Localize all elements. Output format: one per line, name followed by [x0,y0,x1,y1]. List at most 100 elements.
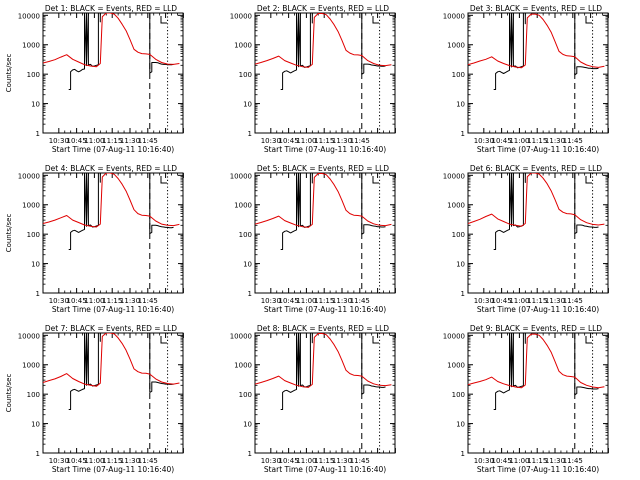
x-tick-label: 10:45 [67,137,87,145]
x-tick-label: 11:00 [509,297,529,305]
corner-marker [160,336,167,344]
series-line-events [68,333,174,410]
x-tick-label: 10:30 [261,457,281,465]
y-tick-label: 10000 [443,332,465,340]
y-tick-label: 1 [461,130,465,138]
y-axis-label: Counts/sec [5,54,13,93]
x-tick-label: 11:30 [120,457,140,465]
corner-marker [372,336,379,344]
x-tick-label: 11:45 [350,137,370,145]
plot-area [43,333,180,453]
panel-7: 1 10 100 1000 10000 10:3010:4511:0011:1511:30… [5,324,184,474]
y-tick-label: 100 [239,231,252,239]
x-tick-label: 10:30 [261,297,281,305]
plot-frame [254,12,396,134]
y-tick-label: 1000 [447,42,465,50]
y-tick-label: 100 [27,231,40,239]
y-tick-label: 1 [36,290,40,298]
y-tick-label: 10000 [443,12,465,20]
x-tick-label: 11:45 [563,457,583,465]
y-tick-label: 1000 [447,362,465,370]
x-tick-label: 10:45 [492,457,512,465]
y-tick-label: 100 [239,391,252,399]
x-tick-label: 11:00 [84,457,104,465]
series-line-events [280,13,386,90]
corner-marker [160,176,167,184]
x-tick-label: 10:45 [279,457,299,465]
plot-frame [467,332,609,454]
y-tick-label: 10000 [18,172,40,180]
plot-frame [467,172,609,294]
series-line-lld [468,333,605,389]
x-tick-label: 10:30 [49,137,69,145]
x-tick-label: 11:30 [332,457,352,465]
y-tick-label: 10000 [18,12,40,20]
series-line-events [280,333,386,410]
y-tick-label: 1 [248,450,252,458]
y-tick-label: 100 [452,391,465,399]
x-tick-label: 11:30 [545,457,565,465]
x-tick-label: 11:45 [138,457,158,465]
x-tick-label: 11:30 [120,297,140,305]
corner-marker [585,336,592,344]
panel-2: 1 10 100 1000 10000 10:3010:4511:0011:1511:30… [230,4,396,154]
x-axis-label: Start Time (07-Aug-11 10:16:40) [52,465,174,474]
y-axis-label: Counts/sec [5,374,13,413]
y-tick-label: 1000 [447,202,465,210]
x-axis-label: Start Time (07-Aug-11 10:16:40) [477,145,599,154]
y-tick-label: 100 [452,71,465,79]
y-tick-label: 1 [461,290,465,298]
y-tick-label: 1 [248,290,252,298]
x-tick-label: 11:15 [527,297,547,305]
y-tick-label: 1 [461,450,465,458]
chart-title: Det 5: BLACK = Events, RED = LLD [257,164,389,173]
panel-5: 1 10 100 1000 10000 10:3010:4511:0011:1511:30… [230,164,396,314]
chart-title: Det 6: BLACK = Events, RED = LLD [470,164,602,173]
x-tick-label: 11:15 [314,457,334,465]
y-tick-label: 10000 [230,332,252,340]
x-tick-label: 10:45 [67,457,87,465]
x-tick-label: 11:45 [138,297,158,305]
panel-6: 1 10 100 1000 10000 10:3010:4511:0011:1511:30… [443,164,609,314]
y-tick-label: 10 [31,261,40,269]
plot-area [43,13,180,133]
panel-1: 1 10 100 1000 10000 10:3010:4511:0011:1511:30… [5,4,184,154]
x-tick-label: 11:30 [545,137,565,145]
plot-frame [254,172,396,294]
corner-marker [372,16,379,24]
panel-3: 1 10 100 1000 10000 10:3010:4511:0011:1511:30… [443,4,609,154]
x-axis-label: Start Time (07-Aug-11 10:16:40) [264,305,386,314]
series-line-events [493,13,599,90]
series-line-lld [43,333,180,387]
x-tick-label: 11:45 [350,297,370,305]
plot-area [468,333,605,453]
y-tick-label: 1000 [22,362,40,370]
x-tick-label: 10:30 [474,297,494,305]
series-line-events [493,333,599,410]
x-tick-label: 11:30 [120,137,140,145]
x-tick-label: 11:00 [296,297,316,305]
x-tick-label: 11:45 [350,457,370,465]
y-tick-label: 10000 [230,172,252,180]
plot-area [255,13,392,133]
chart-title: Det 3: BLACK = Events, RED = LLD [470,4,602,13]
x-tick-label: 11:30 [545,297,565,305]
series-line-lld [43,13,180,68]
x-tick-label: 10:30 [474,137,494,145]
y-tick-label: 100 [27,71,40,79]
y-tick-label: 10 [31,421,40,429]
x-tick-label: 11:30 [332,137,352,145]
x-tick-label: 11:30 [332,297,352,305]
x-tick-label: 10:30 [474,457,494,465]
y-tick-label: 1000 [22,202,40,210]
series-line-events [68,13,174,90]
x-tick-label: 11:15 [102,457,122,465]
x-tick-label: 11:15 [102,137,122,145]
chart-title: Det 2: BLACK = Events, RED = LLD [257,4,389,13]
x-tick-label: 11:15 [527,137,547,145]
y-tick-label: 10000 [18,332,40,340]
x-tick-label: 11:00 [509,457,529,465]
series-line-lld [255,173,392,228]
series-line-lld [255,13,392,68]
